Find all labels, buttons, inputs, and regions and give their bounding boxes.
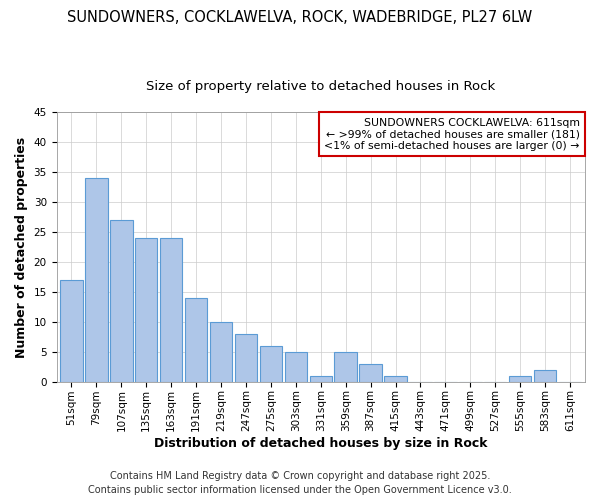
Y-axis label: Number of detached properties: Number of detached properties: [15, 136, 28, 358]
Bar: [235, 334, 257, 382]
Bar: [210, 322, 232, 382]
Bar: [334, 352, 357, 382]
Bar: [534, 370, 556, 382]
Title: Size of property relative to detached houses in Rock: Size of property relative to detached ho…: [146, 80, 496, 93]
Bar: [135, 238, 157, 382]
Text: SUNDOWNERS COCKLAWELVA: 611sqm
← >99% of detached houses are smaller (181)
<1% o: SUNDOWNERS COCKLAWELVA: 611sqm ← >99% of…: [325, 118, 580, 151]
Bar: [359, 364, 382, 382]
Bar: [260, 346, 282, 382]
Bar: [60, 280, 83, 382]
Bar: [310, 376, 332, 382]
Bar: [110, 220, 133, 382]
Bar: [509, 376, 532, 382]
Bar: [185, 298, 208, 382]
Bar: [85, 178, 107, 382]
Bar: [385, 376, 407, 382]
Text: Contains HM Land Registry data © Crown copyright and database right 2025.
Contai: Contains HM Land Registry data © Crown c…: [88, 471, 512, 495]
X-axis label: Distribution of detached houses by size in Rock: Distribution of detached houses by size …: [154, 437, 488, 450]
Text: SUNDOWNERS, COCKLAWELVA, ROCK, WADEBRIDGE, PL27 6LW: SUNDOWNERS, COCKLAWELVA, ROCK, WADEBRIDG…: [67, 10, 533, 25]
Bar: [284, 352, 307, 382]
Bar: [160, 238, 182, 382]
